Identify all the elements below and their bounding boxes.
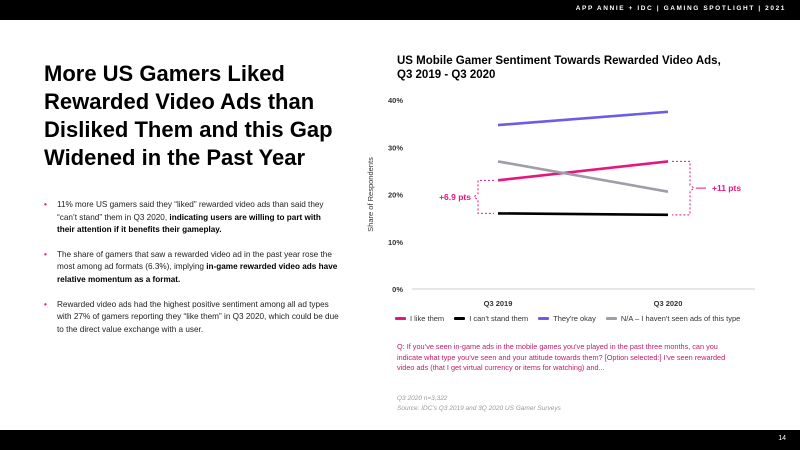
bullet-list: • 11% more US gamers said they “liked” re… — [44, 199, 339, 348]
survey-question: Q: If you’ve seen in-game ads in the mob… — [397, 342, 726, 372]
series-line — [497, 160, 669, 193]
bullet-dot: • — [44, 249, 47, 259]
y-tick-label: 20% — [388, 191, 403, 200]
annotation-bracket — [473, 179, 494, 214]
y-tick-label: 30% — [388, 143, 403, 152]
source-note: Source: IDC’s Q3 2019 and 3Q 2020 US Gam… — [397, 404, 561, 412]
legend-swatch — [538, 317, 550, 320]
series-line — [497, 212, 669, 217]
series-line — [497, 160, 669, 182]
bullet-item: • The share of gamers that saw a rewarded… — [44, 249, 339, 287]
legend-item: I like them — [395, 314, 444, 323]
y-tick-label: 40% — [388, 96, 403, 105]
bullet-text: The share of gamers that saw a rewarded … — [57, 249, 332, 272]
legend-label: They're okay — [553, 314, 596, 323]
page-headline: More US Gamers Liked Rewarded Video Ads … — [44, 61, 333, 170]
x-tick-label: Q3 2020 — [654, 299, 683, 308]
legend-item: They're okay — [538, 314, 596, 323]
bullet-item: • 11% more US gamers said they “liked” re… — [44, 199, 339, 237]
chart-title-line: Q3 2019 - Q3 2020 — [397, 69, 496, 81]
x-tick-label: Q3 2019 — [484, 299, 513, 308]
bullet-dot: • — [44, 299, 47, 309]
annotation-bracket — [672, 160, 695, 216]
legend-swatch — [395, 317, 406, 320]
chart-legend: I like them I can't stand them They're oka… — [395, 314, 740, 323]
header-text: APP ANNIE + IDC | GAMING SPOTLIGHT | 202… — [575, 5, 786, 12]
bottom-bar: 14 — [0, 430, 800, 450]
legend-item: I can't stand them — [454, 314, 528, 323]
legend-swatch — [605, 317, 617, 320]
top-bar: APP ANNIE + IDC | GAMING SPOTLIGHT | 202… — [0, 0, 800, 20]
y-tick-label: 0% — [392, 285, 403, 294]
chart-title-line: US Mobile Gamer Sentiment Towards Reward… — [397, 55, 721, 67]
legend-label: I can't stand them — [469, 314, 529, 323]
y-axis-label: Share of Respondents — [366, 157, 375, 232]
chart-notes: Q3 2020 n=3,322 Source: IDC’s Q3 2019 an… — [397, 394, 727, 413]
bullet-dot: • — [44, 200, 47, 209]
bullet-text: Rewarded video ads had the highest posit… — [57, 299, 339, 334]
y-tick-label: 10% — [388, 238, 403, 247]
bullet-bold-text: indicating users are willing to part wit… — [57, 212, 321, 235]
bullet-text: 11% more US gamers said they “liked” rew… — [57, 200, 324, 222]
legend-label: N/A – I haven't seen ads of this type — [620, 314, 741, 323]
line-chart: Share of Respondents 0% 10% 20% 30% 40% Q3 201… — [366, 96, 755, 308]
bullet-bold-text: in-game rewarded video ads have relative… — [57, 262, 338, 284]
series-line — [497, 110, 669, 127]
annotation-label: +6.9 pts — [439, 192, 471, 202]
bullet-item: • Rewarded video ads had the highest posi… — [44, 299, 339, 337]
chart-title: US Mobile Gamer Sentiment Towards Reward… — [397, 54, 777, 82]
legend-swatch — [454, 317, 466, 320]
page-number: 14 — [778, 435, 786, 442]
annotation-label: +11 pts — [712, 183, 741, 193]
legend-item: N/A – I haven't seen ads of this type — [605, 314, 741, 323]
sample-size-note: Q3 2020 n=3,322 — [397, 395, 448, 402]
legend-label: I like them — [410, 314, 445, 323]
